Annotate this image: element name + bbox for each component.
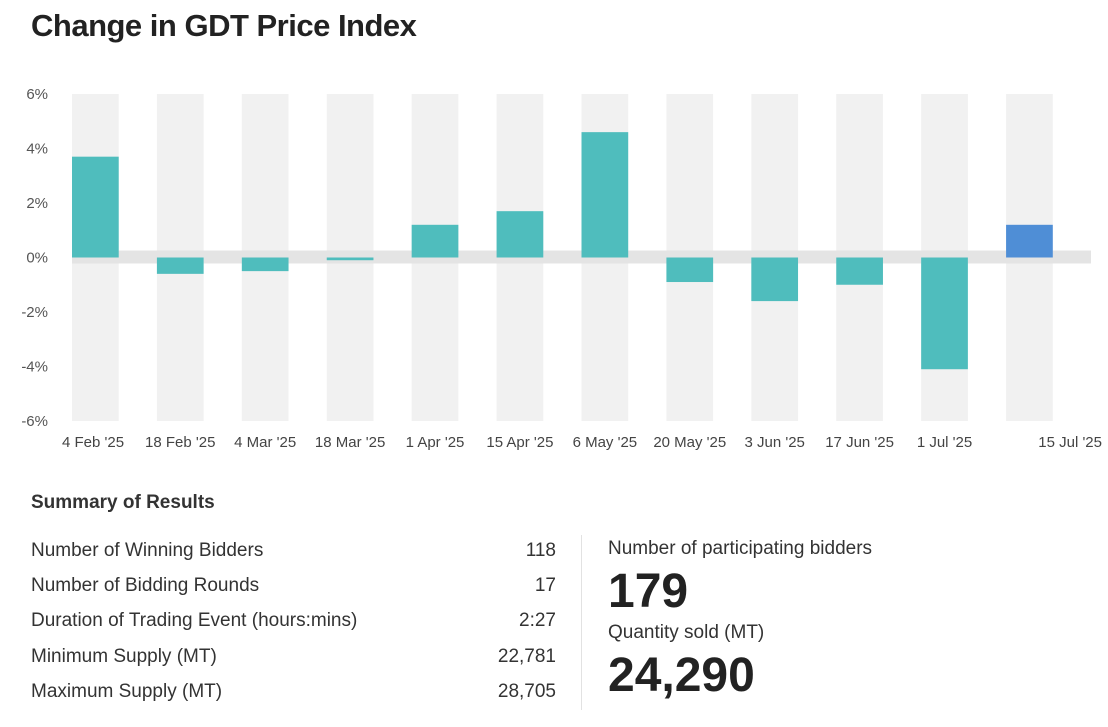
x-tick-label: 4 Mar '25 (234, 434, 296, 451)
x-tick-label: 17 Jun '25 (825, 434, 894, 451)
bar[interactable] (326, 257, 374, 261)
stat-row-winning-bidders: Number of Winning Bidders 118 (31, 533, 556, 568)
y-tick-label: -6% (21, 413, 48, 430)
stat-value: 118 (525, 539, 556, 561)
x-axis: 4 Feb '25 18 Feb '25 4 Mar '25 18 Mar '25 1 … (62, 434, 1102, 451)
x-tick-label: 6 May '25 (573, 434, 638, 451)
bar[interactable] (921, 257, 968, 370)
stat-value: 2:27 (519, 610, 556, 632)
stat-label: Minimum Supply (MT) (31, 645, 217, 667)
y-tick-label: 4% (26, 141, 48, 158)
stat-value: 28,705 (497, 680, 556, 702)
stat-label: Number of Winning Bidders (31, 539, 264, 561)
x-tick-label: 18 Feb '25 (145, 434, 215, 451)
x-tick-label: 1 Jul '25 (917, 434, 972, 451)
y-tick-label: 0% (26, 250, 48, 267)
bar[interactable] (496, 211, 544, 258)
x-tick-label: 4 Feb '25 (62, 434, 124, 451)
bar[interactable] (581, 132, 629, 258)
kpi-value: 179 (608, 565, 689, 618)
kpi-label: Number of participating bidders (608, 538, 873, 559)
bar[interactable] (1006, 224, 1053, 258)
kpi-quantity-sold: Quantity sold (MT) 24,290 (608, 622, 764, 700)
kpi-label: Quantity sold (MT) (608, 622, 765, 643)
bar[interactable] (241, 257, 289, 272)
x-tick-label: 3 Jun '25 (744, 434, 804, 451)
y-axis: 6% 4% 2% 0% -2% -4% -6% (21, 86, 48, 430)
x-tick-label: 18 Mar '25 (315, 434, 385, 451)
bars (72, 132, 1053, 370)
bar[interactable] (411, 224, 459, 258)
y-tick-label: -4% (21, 359, 48, 376)
summary-divider (581, 535, 582, 710)
stat-label: Number of Bidding Rounds (31, 574, 260, 596)
page-title: Change in GDT Price Index (31, 8, 417, 43)
stat-row-minimum-supply: Minimum Supply (MT) 22,781 (31, 639, 556, 674)
y-tick-label: 2% (26, 195, 48, 212)
stat-label: Duration of Trading Event (hours:mins) (31, 610, 358, 632)
bar[interactable] (836, 257, 883, 285)
y-tick-label: -2% (21, 304, 48, 321)
stat-row-bidding-rounds: Number of Bidding Rounds 17 (31, 568, 556, 603)
bar[interactable] (751, 257, 799, 302)
x-tick-label: 20 May '25 (653, 434, 726, 451)
stat-value: 17 (534, 574, 556, 596)
stat-value: 22,781 (497, 645, 556, 667)
bar[interactable] (666, 257, 714, 283)
bar[interactable] (156, 257, 204, 274)
x-tick-label: 15 Jul '25 (1038, 434, 1102, 451)
summary-title: Summary of Results (31, 492, 215, 513)
price-index-chart: 6% 4% 2% 0% -2% -4% -6% 4 Feb '25 18 Feb '25 4 M… (21, 86, 1102, 451)
y-tick-label: 6% (26, 86, 48, 103)
x-tick-label: 15 Apr '25 (486, 434, 553, 451)
stat-row-duration: Duration of Trading Event (hours:mins) 2… (31, 604, 556, 639)
stat-label: Maximum Supply (MT) (31, 680, 223, 702)
summary-table: Number of Winning Bidders 118 Number of … (31, 533, 556, 709)
kpi-participating-bidders: Number of participating bidders 179 (608, 538, 872, 616)
kpi-value: 24,290 (608, 649, 755, 702)
stat-row-maximum-supply: Maximum Supply (MT) 28,705 (31, 674, 556, 709)
bar[interactable] (72, 156, 119, 258)
x-tick-label: 1 Apr '25 (406, 434, 465, 451)
